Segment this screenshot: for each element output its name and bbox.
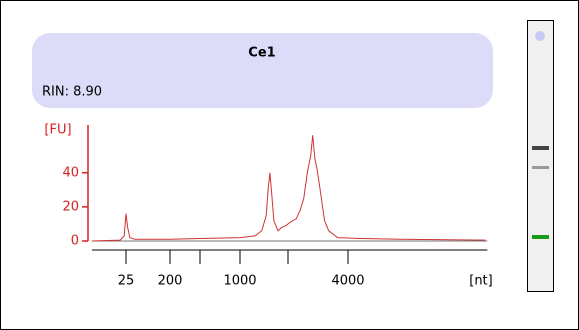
- x-tick-label: 200: [158, 274, 183, 289]
- rin-annotation: RIN: 8.90: [42, 85, 102, 100]
- x-tick-label: 25: [118, 274, 135, 289]
- x-axis-label: [nt]: [469, 274, 492, 289]
- chart-title: Ce1: [248, 46, 275, 61]
- y-axis-label: [FU]: [44, 123, 71, 138]
- screenshot: Ce1 RIN: 8.90 25 200 1000 4000 [nt] 0 20 40 [FU]: [0, 0, 579, 330]
- gel-band: [532, 146, 549, 150]
- gel-lane: [528, 21, 554, 292]
- y-tick-label: 20: [62, 199, 79, 214]
- gel-band: [532, 166, 549, 169]
- marker-band: [532, 235, 549, 239]
- y-tick-label: 0: [71, 234, 79, 249]
- y-tick-label: 40: [62, 165, 79, 180]
- lane-dot: [535, 31, 545, 41]
- lane-background: [528, 21, 553, 291]
- x-tick-label: 1000: [223, 274, 256, 289]
- x-tick-label: 4000: [331, 274, 364, 289]
